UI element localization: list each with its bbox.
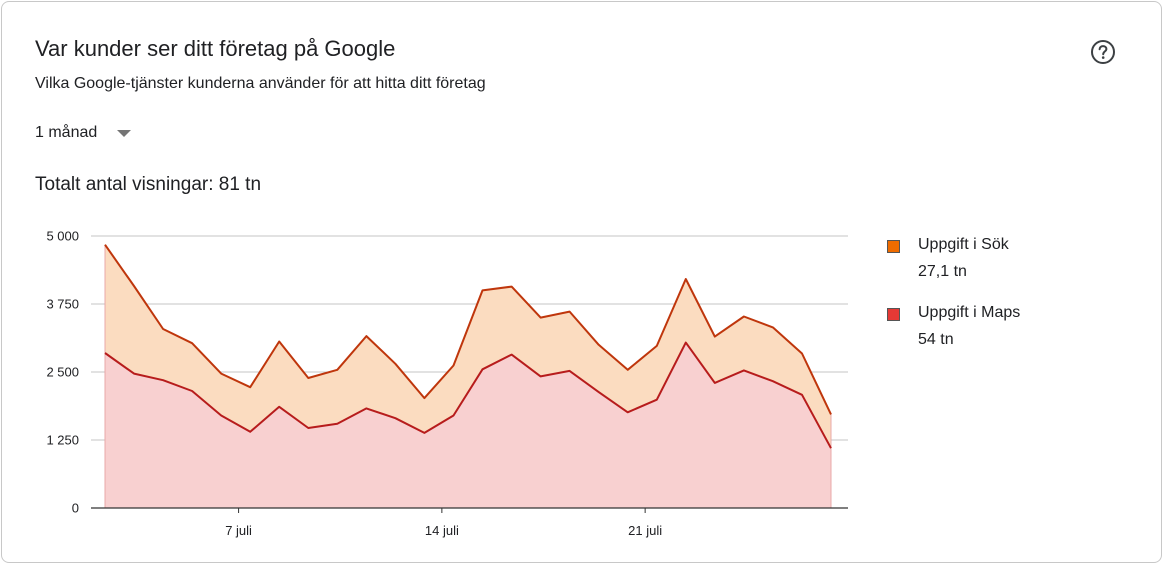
legend-value-sok: 27,1 tn [918, 263, 967, 280]
y-tick-label: 1 250 [46, 433, 79, 448]
x-tick-label: 21 juli [628, 523, 662, 538]
area-sok [105, 244, 831, 449]
period-dropdown[interactable]: 1 månad [35, 124, 132, 142]
line-maps [104, 341, 832, 449]
y-tick-label: 2 500 [46, 365, 79, 380]
card-title: Var kunder ser ditt företag på Google [35, 36, 396, 61]
y-tick-label: 0 [72, 501, 79, 516]
area-maps [105, 342, 831, 508]
period-selected-label: 1 månad [35, 124, 98, 141]
x-tick-labels: 7 juli 14 juli 21 juli [225, 523, 662, 538]
legend-swatch-maps [887, 308, 900, 321]
legend-swatch-sok [887, 240, 900, 253]
x-tick-label: 7 juli [225, 523, 252, 538]
total-views: Totalt antal visningar: 81 tn [35, 174, 262, 195]
legend-label-sok: Uppgift i Sök [918, 236, 1009, 253]
chart-axes [91, 507, 848, 513]
legend-label-maps: Uppgift i Maps [918, 304, 1021, 321]
help-circle-icon[interactable] [1090, 39, 1116, 65]
y-tick-label: 5 000 [46, 229, 79, 244]
line-sok [104, 244, 832, 415]
y-tick-label: 3 750 [46, 297, 79, 312]
chart-areas [104, 244, 832, 508]
caret-down-icon [117, 129, 132, 137]
legend-value-maps: 54 tn [918, 331, 954, 348]
y-tick-labels: 0 1 250 2 500 3 750 5 000 [46, 229, 79, 516]
x-tick-label: 14 juli [425, 523, 459, 538]
chart-lines [104, 244, 832, 449]
card-subtitle: Vilka Google-tjänster kunderna använder … [35, 75, 486, 92]
